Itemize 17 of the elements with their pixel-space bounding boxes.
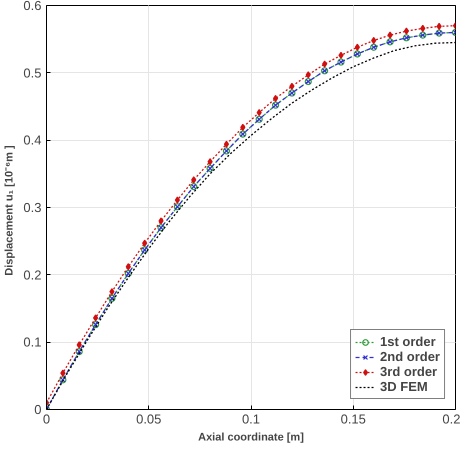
y-axis-title: Displacement u₁ [10⁻⁶m ] xyxy=(3,145,16,276)
x-tick-label: 0.2 xyxy=(442,412,461,426)
y-tick-label: 0.5 xyxy=(23,65,42,80)
legend-label: 1st order xyxy=(380,334,436,349)
y-tick-label: 0.4 xyxy=(23,132,42,148)
y-tick-label: 0.2 xyxy=(23,267,42,282)
y-tick-label: 0 xyxy=(34,402,42,417)
y-tick-label: 0.1 xyxy=(23,334,42,350)
x-tick-label: 0.1 xyxy=(242,412,260,426)
x-axis-title: Axial coordinate [m] xyxy=(198,432,304,444)
legend-label: 3D FEM xyxy=(380,379,428,394)
x-tick-label: 0.15 xyxy=(340,412,366,426)
legend-label: 3rd order xyxy=(380,364,438,379)
y-tick-label: 0.3 xyxy=(23,200,42,215)
legend-label: 2nd order xyxy=(380,349,440,364)
x-tick-label: 0.05 xyxy=(136,412,162,426)
y-tick-label: 0.6 xyxy=(23,0,42,13)
